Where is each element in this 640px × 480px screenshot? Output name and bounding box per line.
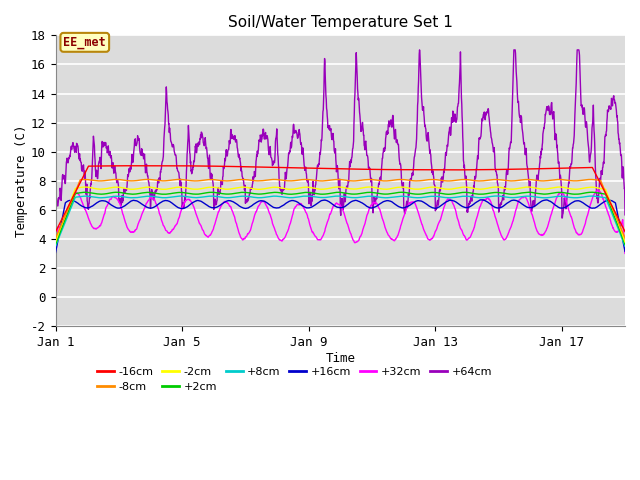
- Y-axis label: Temperature (C): Temperature (C): [15, 125, 28, 237]
- Legend: -16cm, -8cm, -2cm, +2cm, +8cm, +16cm, +32cm, +64cm: -16cm, -8cm, -2cm, +2cm, +8cm, +16cm, +3…: [93, 362, 497, 396]
- Title: Soil/Water Temperature Set 1: Soil/Water Temperature Set 1: [228, 15, 452, 30]
- X-axis label: Time: Time: [325, 352, 355, 365]
- Text: EE_met: EE_met: [63, 36, 106, 49]
